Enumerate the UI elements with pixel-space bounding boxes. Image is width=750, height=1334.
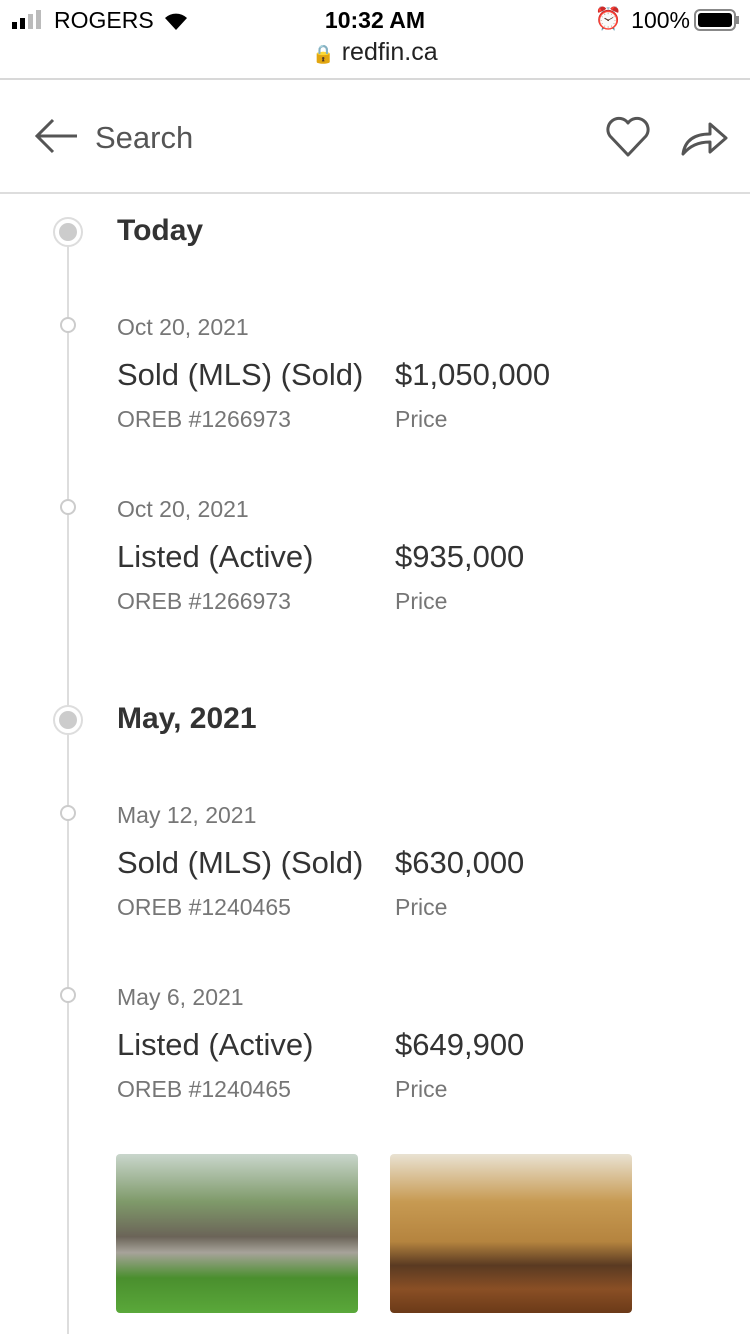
group-title: Today [117,214,204,247]
timeline-group-dot [53,217,83,247]
lock-icon: 🔒 [312,44,335,64]
event-source: OREB #1266973 [117,588,291,614]
signal-icon [12,10,41,29]
event-title: Listed (Active) [117,1027,314,1062]
event-price-label: Price [395,406,448,432]
alarm-icon: ⏰ [594,6,622,31]
carrier: ROGERS [54,7,154,33]
event-date: May 6, 2021 [117,984,244,1010]
timeline-line [67,232,69,1334]
heart-icon[interactable] [605,116,651,158]
event-price: $630,000 [395,845,525,880]
listing-photo-living-room[interactable] [390,1154,632,1313]
event-source: OREB #1240465 [117,894,291,920]
back-button[interactable] [30,110,210,166]
event-source: OREB #1240465 [117,1076,291,1102]
event-price: $1,050,000 [395,357,551,392]
share-icon[interactable] [680,118,730,158]
event-price: $649,900 [395,1027,525,1062]
event-price-label: Price [395,1076,448,1102]
group-title: May, 2021 [117,702,257,735]
event-price-label: Price [395,588,448,614]
back-arrow-icon [34,118,77,154]
timeline-event-dot [60,805,76,821]
clock: 10:32 AM [324,7,426,33]
event-title: Sold (MLS) (Sold) [117,845,364,880]
back-label[interactable]: Search [95,120,194,155]
battery-icon [694,9,739,31]
header: Search [0,80,750,194]
event-price-label: Price [395,894,448,920]
status-bar: ROGERS 10:32 AM 🔒 redfin.ca ⏰ 100% [0,0,750,80]
timeline-event-dot [60,499,76,515]
url-text: redfin.ca [341,38,438,66]
event-date: May 12, 2021 [117,802,257,828]
timeline-event-dot [60,987,76,1003]
event-date: Oct 20, 2021 [117,314,249,340]
wifi-icon [165,13,187,30]
listing-photo-exterior[interactable] [116,1154,358,1313]
event-title: Sold (MLS) (Sold) [117,357,364,392]
event-source: OREB #1266973 [117,406,291,432]
timeline-event-dot [60,317,76,333]
event-date: Oct 20, 2021 [117,496,249,522]
battery-percent: 100% [631,7,690,33]
url-bar[interactable]: 🔒 redfin.ca [0,38,750,67]
event-title: Listed (Active) [117,539,314,574]
timeline-group-dot [53,705,83,735]
event-price: $935,000 [395,539,525,574]
